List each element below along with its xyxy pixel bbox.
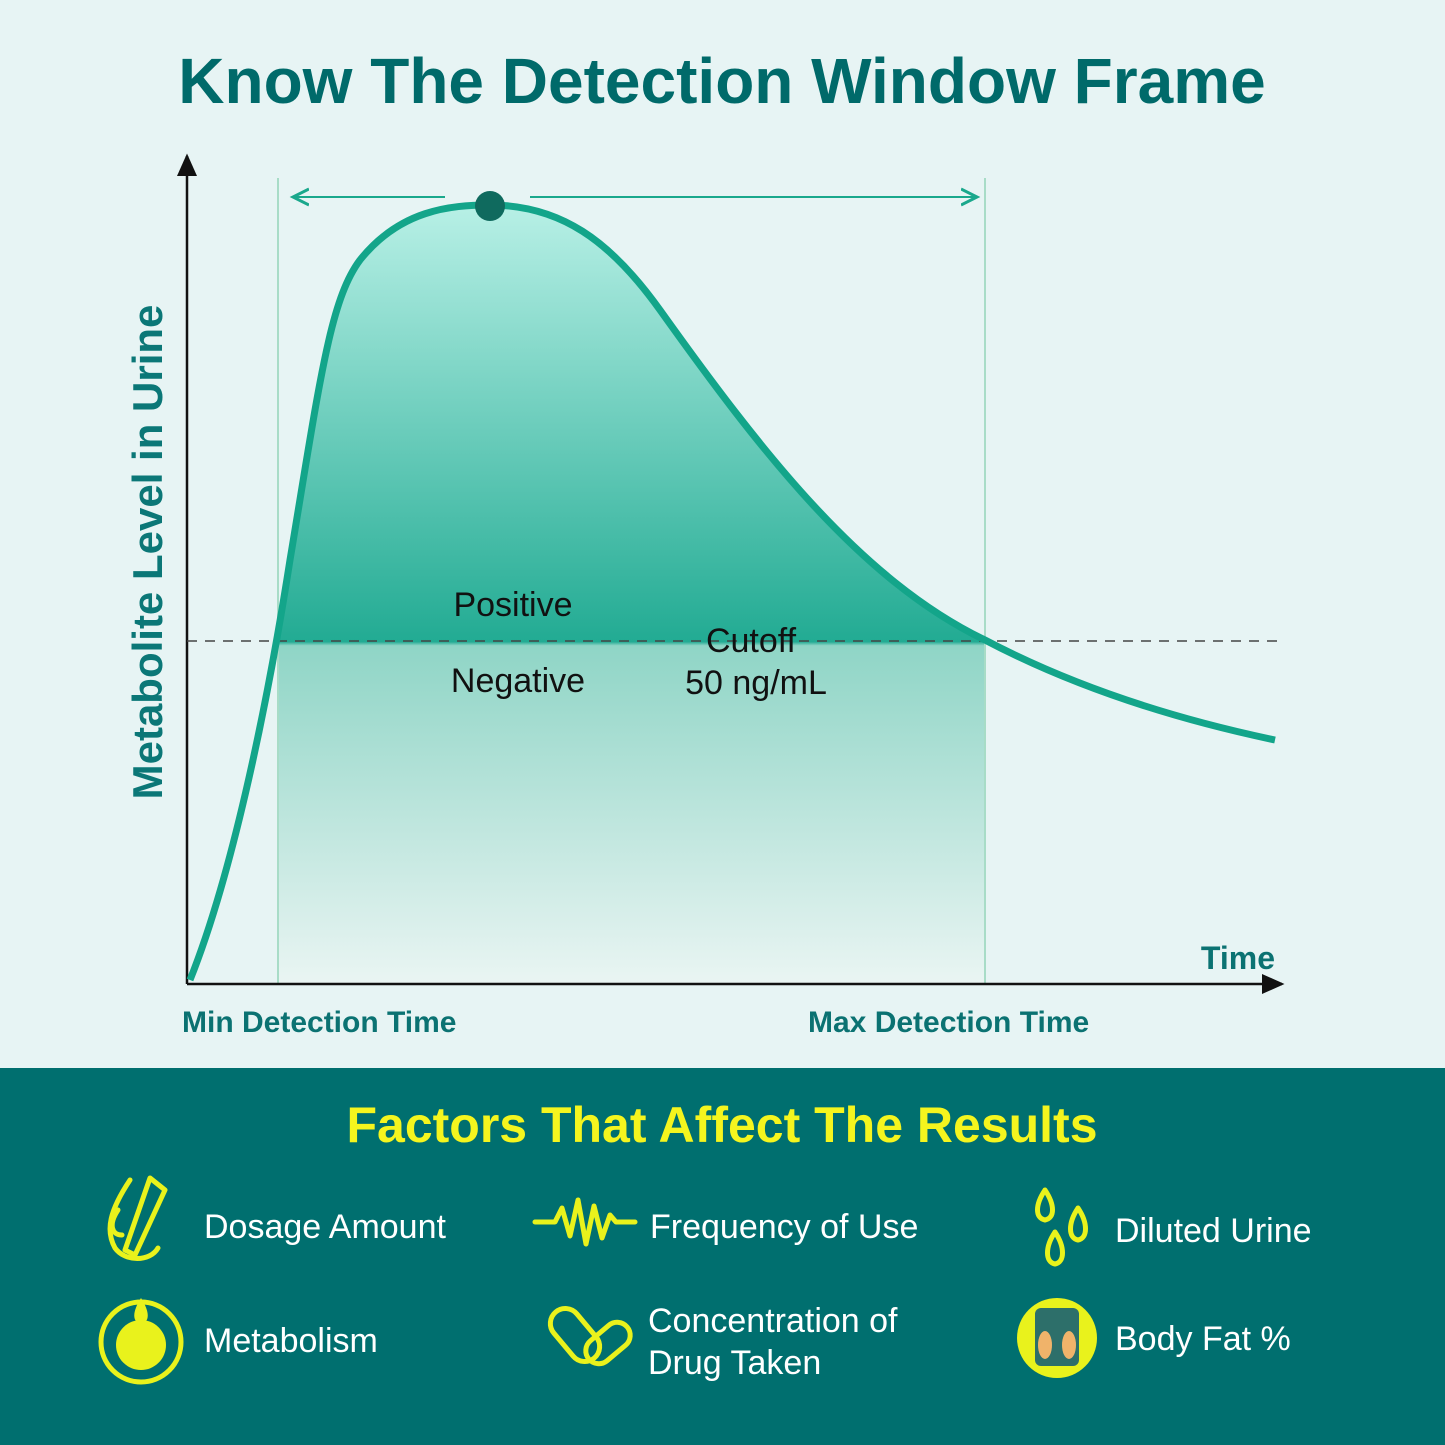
window-area (278, 205, 985, 985)
title: Know The Detection Window Frame (178, 45, 1265, 117)
factor-label: Body Fat % (1115, 1320, 1291, 1358)
bodyfat-icon (1017, 1298, 1097, 1378)
diluted-icon (1035, 1187, 1088, 1267)
factor-label: Concentration of (648, 1302, 898, 1340)
y-axis-label: Metabolite Level in Urine (124, 305, 171, 800)
cutoff-value: 50 ng/mL (685, 664, 827, 702)
min-label: Min Detection Time (182, 1006, 456, 1039)
peak-dot (475, 191, 505, 221)
bottom-bg (0, 1068, 1445, 1445)
factor-label: Metabolism (204, 1322, 378, 1360)
factor-label: Frequency of Use (650, 1208, 918, 1246)
factor-label: Dosage Amount (204, 1208, 446, 1246)
factor-label: Drug Taken (648, 1344, 821, 1382)
negative-label: Negative (451, 662, 585, 700)
x-axis-label: Time (1201, 940, 1275, 976)
factor-label: Diluted Urine (1115, 1212, 1312, 1250)
max-label: Max Detection Time (808, 1006, 1089, 1039)
factors-title: Factors That Affect The Results (346, 1097, 1097, 1153)
frequency-icon (532, 1197, 638, 1247)
metabolism-icon (98, 1298, 184, 1385)
dosage-icon (107, 1175, 168, 1261)
pills-icon (547, 1306, 633, 1367)
cutoff-label: Cutoff (706, 622, 797, 660)
positive-label: Positive (453, 586, 572, 624)
